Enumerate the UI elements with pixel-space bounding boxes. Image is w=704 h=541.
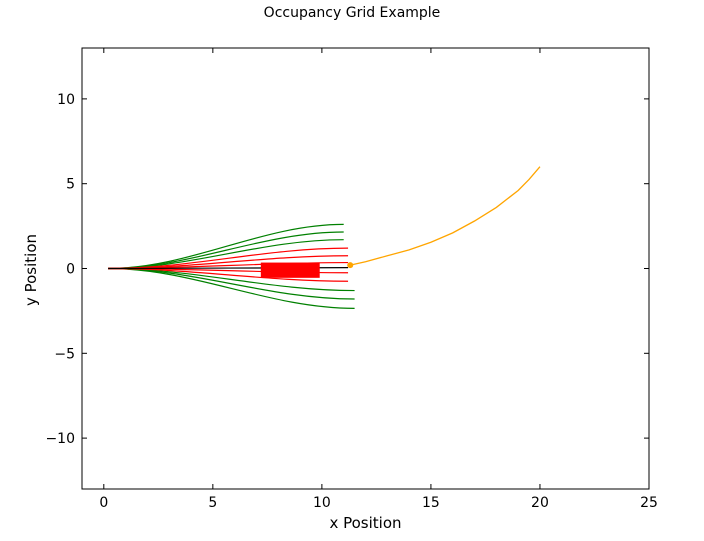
x-tick-label: 5 [208,495,217,511]
obstacle-rect [260,262,320,278]
x-tick-label: 20 [531,495,549,511]
y-tick-label: 5 [66,177,75,193]
x-axis-label: x Position [329,514,402,532]
x-tick-label: 0 [99,495,108,511]
y-tick-label: 0 [66,262,75,278]
y-tick-label: 10 [57,92,75,108]
y-axis-label: y Position [22,233,40,307]
reference-path-line [350,166,541,266]
robot-position-marker [347,262,354,269]
x-tick-label: 25 [640,495,658,511]
chart-title: Occupancy Grid Example [263,5,441,21]
candidate-path-free [108,267,355,309]
y-tick-label: −10 [45,431,75,447]
x-tick-label: 15 [422,495,440,511]
y-tick-label: −5 [54,346,75,362]
x-tick-label: 10 [313,495,331,511]
candidate-path-blocked [108,267,349,282]
